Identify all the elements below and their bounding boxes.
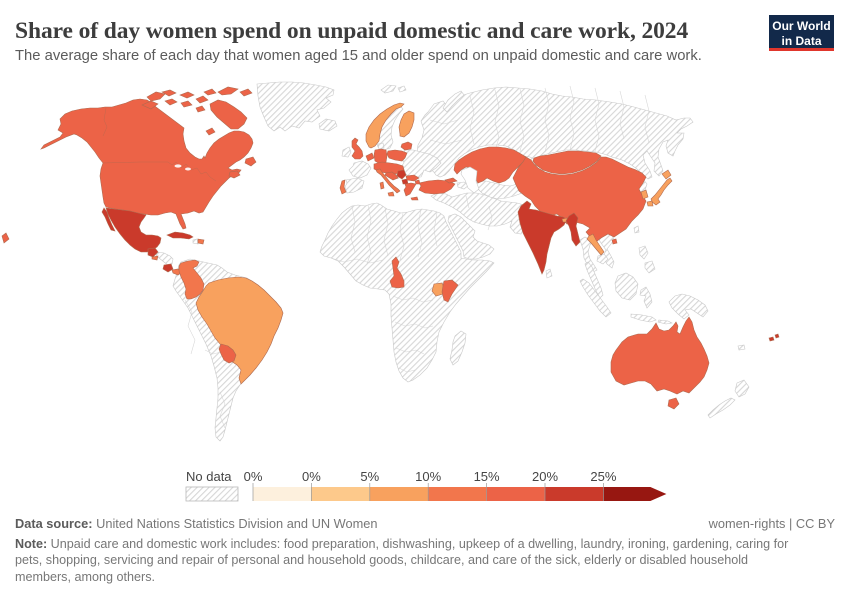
svg-text:5%: 5% xyxy=(360,469,379,484)
svg-text:25%: 25% xyxy=(590,469,616,484)
svg-text:15%: 15% xyxy=(474,469,500,484)
svg-text:0%: 0% xyxy=(244,469,263,484)
svg-text:No data: No data xyxy=(186,469,232,484)
svg-text:20%: 20% xyxy=(532,469,558,484)
svg-text:0%: 0% xyxy=(302,469,321,484)
svg-text:10%: 10% xyxy=(415,469,441,484)
